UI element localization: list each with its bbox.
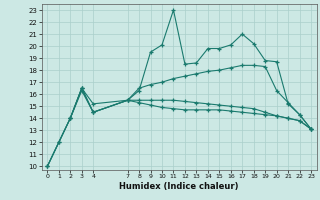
X-axis label: Humidex (Indice chaleur): Humidex (Indice chaleur) [119, 182, 239, 191]
